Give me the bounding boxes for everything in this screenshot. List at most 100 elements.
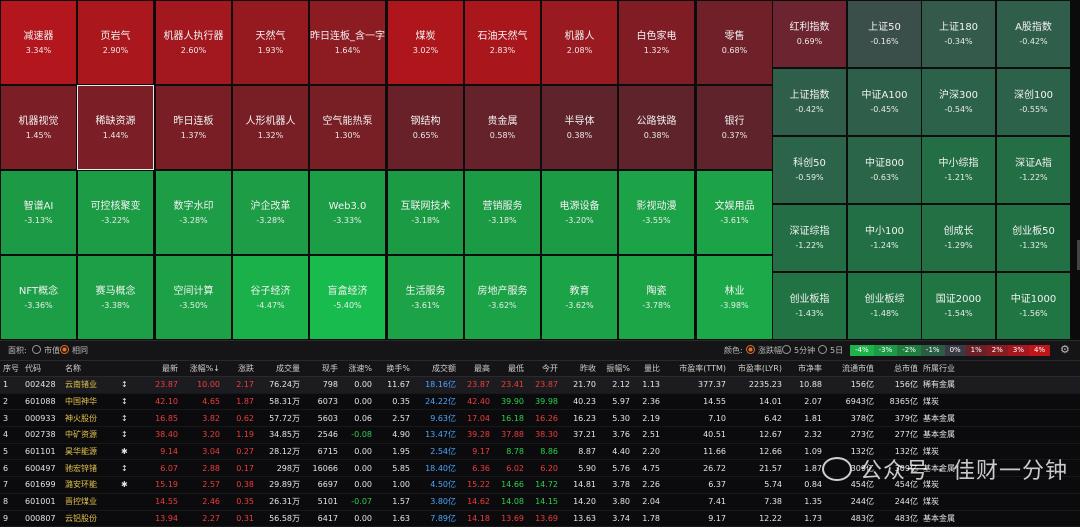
column-header[interactable]: 最低 — [492, 363, 526, 374]
heatmap-tile[interactable]: 数字水印-3.28% — [155, 170, 232, 255]
heatmap-tile[interactable]: 中证800-0.63% — [847, 136, 922, 204]
heatmap-tile[interactable]: 深证A指-1.22% — [996, 136, 1071, 204]
heatmap-tile[interactable]: 创业板指-1.43% — [772, 272, 847, 340]
heatmap-tile[interactable]: 电源设备-3.20% — [541, 170, 618, 255]
area-option-market-cap[interactable]: 市值 — [32, 345, 60, 356]
column-header[interactable]: 市净率 — [784, 363, 824, 374]
heatmap-tile[interactable]: A股指数-0.42% — [996, 0, 1071, 68]
heatmap-tile[interactable]: 上证180-0.34% — [921, 0, 996, 68]
heatmap-tile[interactable]: 陶瓷-3.78% — [618, 255, 695, 340]
column-header[interactable]: 流通市值 — [824, 363, 876, 374]
column-header[interactable]: 涨速% — [340, 363, 374, 374]
heatmap-tile[interactable]: 可控核聚变-3.22% — [77, 170, 154, 255]
heatmap-tile[interactable]: 营销服务-3.18% — [464, 170, 541, 255]
heatmap-tile[interactable]: 文娱用品-3.61% — [696, 170, 773, 255]
heatmap-tile[interactable]: 赛马概念-3.38% — [77, 255, 154, 340]
settings-gear-icon[interactable]: ⚙ — [1060, 343, 1070, 356]
heatmap-tile[interactable]: 沪深300-0.54% — [921, 68, 996, 136]
column-header[interactable]: 代码 — [22, 363, 62, 374]
column-header[interactable]: 所属行业 — [920, 363, 960, 374]
heatmap-tile[interactable]: 创业板50-1.32% — [996, 204, 1071, 272]
cell-chg: 0.31 — [222, 514, 256, 523]
area-option-equal[interactable]: 相同 — [60, 345, 88, 356]
heatmap-tile[interactable]: 上证指数-0.42% — [772, 68, 847, 136]
heatmap-tile[interactable]: 上证50-0.16% — [847, 0, 922, 68]
column-header[interactable]: 成交额 — [412, 363, 458, 374]
color-option-change[interactable]: 涨跌幅 — [746, 345, 782, 356]
tile-name: 沪企改革 — [251, 200, 291, 213]
heatmap-tile[interactable]: 空间计算-3.50% — [155, 255, 232, 340]
heatmap-tile[interactable]: 深证综指-1.22% — [772, 204, 847, 272]
column-header[interactable]: 量比 — [632, 363, 662, 374]
cell-high: 39.28 — [458, 430, 492, 439]
heatmap-tile[interactable]: 中小综指-1.21% — [921, 136, 996, 204]
column-header[interactable]: 涨幅%↓ — [180, 363, 222, 374]
heatmap-tile[interactable]: 影视动漫-3.55% — [618, 170, 695, 255]
column-header[interactable]: 昨收 — [560, 363, 598, 374]
heatmap-tile[interactable]: 科创50-0.59% — [772, 136, 847, 204]
heatmap-tile[interactable]: 谷子经济-4.47% — [232, 255, 309, 340]
column-header[interactable]: 市盈率(TTM) — [662, 363, 728, 374]
column-header[interactable]: 成交量 — [256, 363, 302, 374]
color-option-5min[interactable]: 5分钟 — [782, 345, 815, 356]
heatmap-tile[interactable]: Web3.0-3.33% — [309, 170, 386, 255]
column-header[interactable]: 序号 — [0, 363, 22, 374]
column-header[interactable]: 最高 — [458, 363, 492, 374]
heatmap-tile[interactable]: 林业-3.98% — [696, 255, 773, 340]
heatmap-tile[interactable]: 中小100-1.24% — [847, 204, 922, 272]
heatmap-tile[interactable]: 中证A100-0.45% — [847, 68, 922, 136]
heatmap-tile[interactable]: 沪企改革-3.28% — [232, 170, 309, 255]
column-header[interactable]: 名称 — [62, 363, 118, 374]
column-header[interactable]: 涨跌 — [222, 363, 256, 374]
cell-chg-pct: 10.00 — [180, 380, 222, 389]
column-header[interactable]: 今开 — [526, 363, 560, 374]
cell-total-mv: 8365亿 — [876, 396, 920, 407]
heatmap-tile[interactable]: 生活服务-3.61% — [387, 255, 464, 340]
heatmap-tile[interactable]: 国证2000-1.54% — [921, 272, 996, 340]
heatmap-tile[interactable]: 创业板综-1.48% — [847, 272, 922, 340]
heatmap-tile[interactable]: 盲盒经济-5.40% — [309, 255, 386, 340]
column-header[interactable]: 总市值 — [876, 363, 920, 374]
heatmap-tile[interactable]: NFT概念-3.36% — [0, 255, 77, 340]
heatmap-tile[interactable]: 房地产服务-3.62% — [464, 255, 541, 340]
heatmap-tile[interactable]: 教育-3.62% — [541, 255, 618, 340]
heatmap-tile[interactable]: 中证1000-1.56% — [996, 272, 1071, 340]
heatmap-tile[interactable]: 创成长-1.29% — [921, 204, 996, 272]
column-header[interactable]: 最新 — [138, 363, 180, 374]
cell-hand: 5101 — [302, 497, 340, 506]
heatmap-tile[interactable]: 深创100-0.55% — [996, 68, 1071, 136]
heatmap-tile[interactable]: 互联网技术-3.18% — [387, 170, 464, 255]
column-header[interactable]: 换手% — [374, 363, 412, 374]
column-header[interactable]: 振幅% — [598, 363, 632, 374]
color-option-5day[interactable]: 5日 — [818, 345, 843, 356]
heatmap-tile[interactable]: 智谱AI-3.13% — [0, 170, 77, 255]
column-header[interactable]: 市盈率(LYR) — [728, 363, 784, 374]
column-header[interactable]: 现手 — [302, 363, 340, 374]
